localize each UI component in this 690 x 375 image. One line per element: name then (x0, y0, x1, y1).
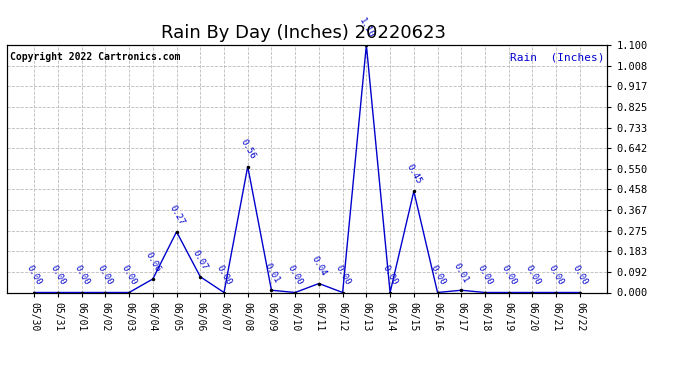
Text: 0.00: 0.00 (381, 264, 400, 287)
Text: 0.00: 0.00 (72, 264, 91, 287)
Text: 0.27: 0.27 (167, 203, 186, 226)
Text: 0.06: 0.06 (144, 251, 162, 273)
Text: 0.00: 0.00 (571, 264, 589, 287)
Text: 0.01: 0.01 (452, 262, 471, 285)
Text: 0.00: 0.00 (215, 264, 233, 287)
Text: 0.00: 0.00 (500, 264, 518, 287)
Text: 0.00: 0.00 (475, 264, 494, 287)
Text: 0.00: 0.00 (48, 264, 67, 287)
Text: 0.00: 0.00 (96, 264, 115, 287)
Text: 0.00: 0.00 (428, 264, 447, 287)
Text: 0.01: 0.01 (262, 262, 281, 285)
Text: Copyright 2022 Cartronics.com: Copyright 2022 Cartronics.com (10, 53, 180, 63)
Text: 0.04: 0.04 (310, 255, 328, 278)
Text: 0.56: 0.56 (239, 138, 257, 161)
Text: 0.00: 0.00 (333, 264, 352, 287)
Text: Rain By Day (Inches) 20220623: Rain By Day (Inches) 20220623 (161, 24, 446, 42)
Text: 0.00: 0.00 (547, 264, 566, 287)
Text: 0.00: 0.00 (286, 264, 304, 287)
Text: 0.00: 0.00 (25, 264, 43, 287)
Text: Rain  (Inches): Rain (Inches) (510, 53, 604, 62)
Text: 1.10: 1.10 (357, 16, 375, 39)
Text: 0.45: 0.45 (404, 163, 423, 186)
Text: 0.00: 0.00 (120, 264, 139, 287)
Text: 0.07: 0.07 (191, 248, 210, 271)
Text: 0.00: 0.00 (523, 264, 542, 287)
